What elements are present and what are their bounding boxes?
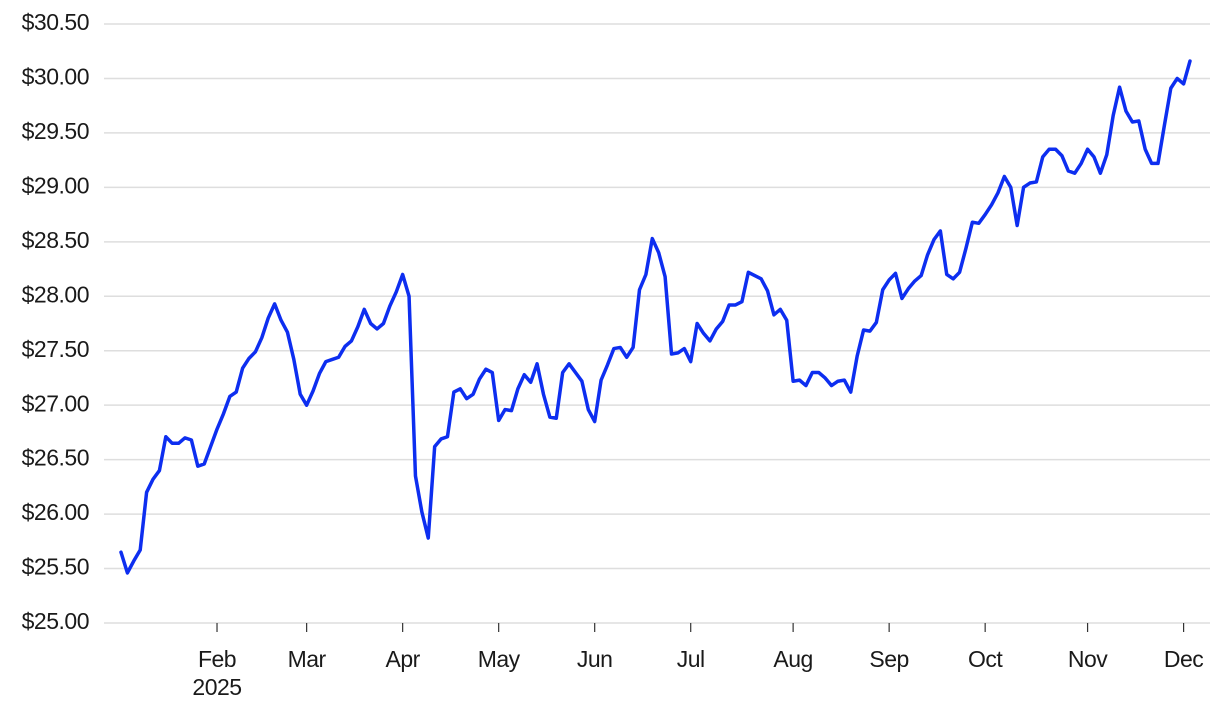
x-tick-label: Mar: [288, 646, 327, 672]
y-tick-label: $30.00: [22, 64, 89, 90]
x-tick-label: Aug: [773, 646, 812, 672]
y-tick-label: $26.00: [22, 499, 89, 525]
y-tick-label: $30.50: [22, 9, 89, 35]
price-line: [119, 59, 1192, 575]
x-year-label: 2025: [192, 674, 241, 700]
y-tick-label: $25.00: [22, 608, 89, 634]
y-tick-label: $28.00: [22, 281, 89, 307]
x-tick-label: Nov: [1068, 646, 1108, 672]
x-tick-label: Jun: [577, 646, 613, 672]
x-tick-label: Apr: [386, 646, 421, 672]
y-tick-label: $25.50: [22, 554, 89, 580]
y-tick-label: $28.50: [22, 227, 89, 253]
x-tick-label: May: [478, 646, 521, 672]
x-tick-label: Feb: [198, 646, 236, 672]
y-tick-label: $29.50: [22, 118, 89, 144]
x-tick-label: Oct: [968, 646, 1003, 672]
x-tick-label: Dec: [1164, 646, 1203, 672]
y-tick-label: $29.00: [22, 172, 89, 198]
y-tick-label: $27.50: [22, 336, 89, 362]
y-tick-label: $27.00: [22, 390, 89, 416]
x-tick-label: Sep: [869, 646, 908, 672]
x-tick-label: Jul: [677, 646, 705, 672]
y-tick-label: $26.50: [22, 445, 89, 471]
